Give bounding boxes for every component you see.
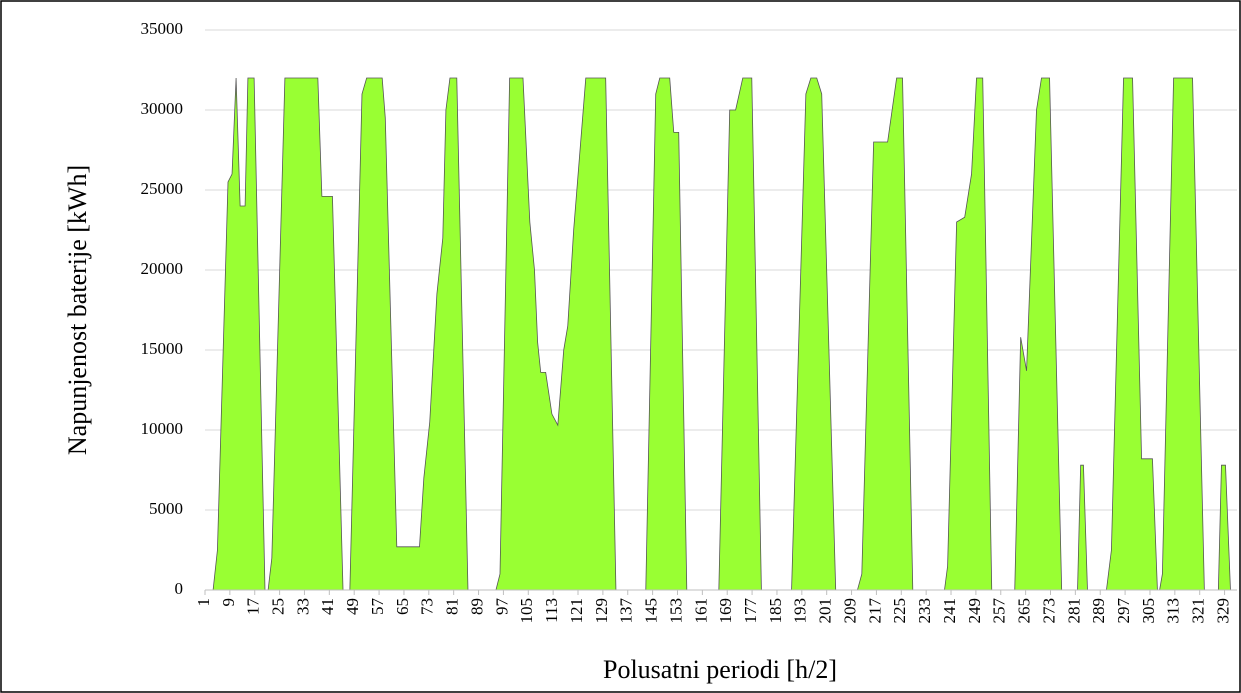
x-tick-label: 241 bbox=[940, 598, 959, 624]
x-tick-label: 321 bbox=[1189, 598, 1208, 624]
x-tick-label: 185 bbox=[766, 598, 785, 624]
x-tick-label: 201 bbox=[816, 598, 835, 624]
y-tick-label: 20000 bbox=[141, 259, 184, 278]
x-tick-label: 65 bbox=[393, 598, 412, 615]
x-tick-label: 161 bbox=[691, 598, 710, 624]
x-tick-label: 305 bbox=[1139, 598, 1158, 624]
x-tick-label: 169 bbox=[716, 598, 735, 624]
x-tick-label: 33 bbox=[293, 598, 312, 615]
x-tick-label: 297 bbox=[1114, 598, 1133, 624]
x-tick-label: 257 bbox=[990, 598, 1009, 624]
x-tick-label: 137 bbox=[617, 598, 636, 624]
x-tick-label: 273 bbox=[1039, 598, 1058, 624]
x-tick-label: 81 bbox=[443, 598, 462, 615]
y-tick-label: 0 bbox=[175, 579, 184, 598]
x-axis-label: Polusatni periodi [h/2] bbox=[603, 655, 837, 684]
x-tick-label: 289 bbox=[1089, 598, 1108, 624]
y-tick-label: 10000 bbox=[141, 419, 184, 438]
x-tick-label: 233 bbox=[915, 598, 934, 624]
x-tick-label: 97 bbox=[492, 598, 511, 616]
y-tick-label: 35000 bbox=[141, 19, 184, 38]
x-tick-label: 281 bbox=[1064, 598, 1083, 624]
x-tick-label: 153 bbox=[666, 598, 685, 624]
x-tick-label: 73 bbox=[418, 598, 437, 615]
x-tick-label: 193 bbox=[791, 598, 810, 624]
x-tick-label: 121 bbox=[567, 598, 586, 624]
x-tick-label: 57 bbox=[368, 598, 387, 616]
y-tick-label: 15000 bbox=[141, 339, 184, 358]
y-tick-label: 30000 bbox=[141, 99, 184, 118]
x-tick-label: 25 bbox=[269, 598, 288, 615]
x-tick-label: 49 bbox=[343, 598, 362, 615]
y-tick-label: 5000 bbox=[149, 499, 183, 518]
x-tick-label: 129 bbox=[592, 598, 611, 624]
x-tick-label: 177 bbox=[741, 598, 760, 624]
x-tick-label: 225 bbox=[890, 598, 909, 624]
x-tick-label: 217 bbox=[865, 598, 884, 624]
x-tick-label: 113 bbox=[542, 598, 561, 623]
x-tick-label: 9 bbox=[219, 598, 238, 607]
x-tick-label: 265 bbox=[1015, 598, 1034, 624]
area bbox=[205, 77, 1237, 591]
x-tick-label: 329 bbox=[1213, 598, 1232, 624]
x-tick-label: 209 bbox=[840, 598, 859, 624]
x-tick-label: 145 bbox=[642, 598, 661, 624]
x-tick-label: 17 bbox=[244, 598, 263, 616]
x-tick-label: 105 bbox=[517, 598, 536, 624]
x-tick-label: 313 bbox=[1164, 598, 1183, 624]
x-tick-label: 1 bbox=[194, 598, 213, 607]
x-tick-label: 41 bbox=[318, 598, 337, 615]
x-tick-label: 89 bbox=[467, 598, 486, 615]
y-tick-label: 25000 bbox=[141, 179, 184, 198]
x-tick-label: 249 bbox=[965, 598, 984, 624]
y-axis-label: Napunjenost baterije [kWh] bbox=[63, 165, 92, 455]
